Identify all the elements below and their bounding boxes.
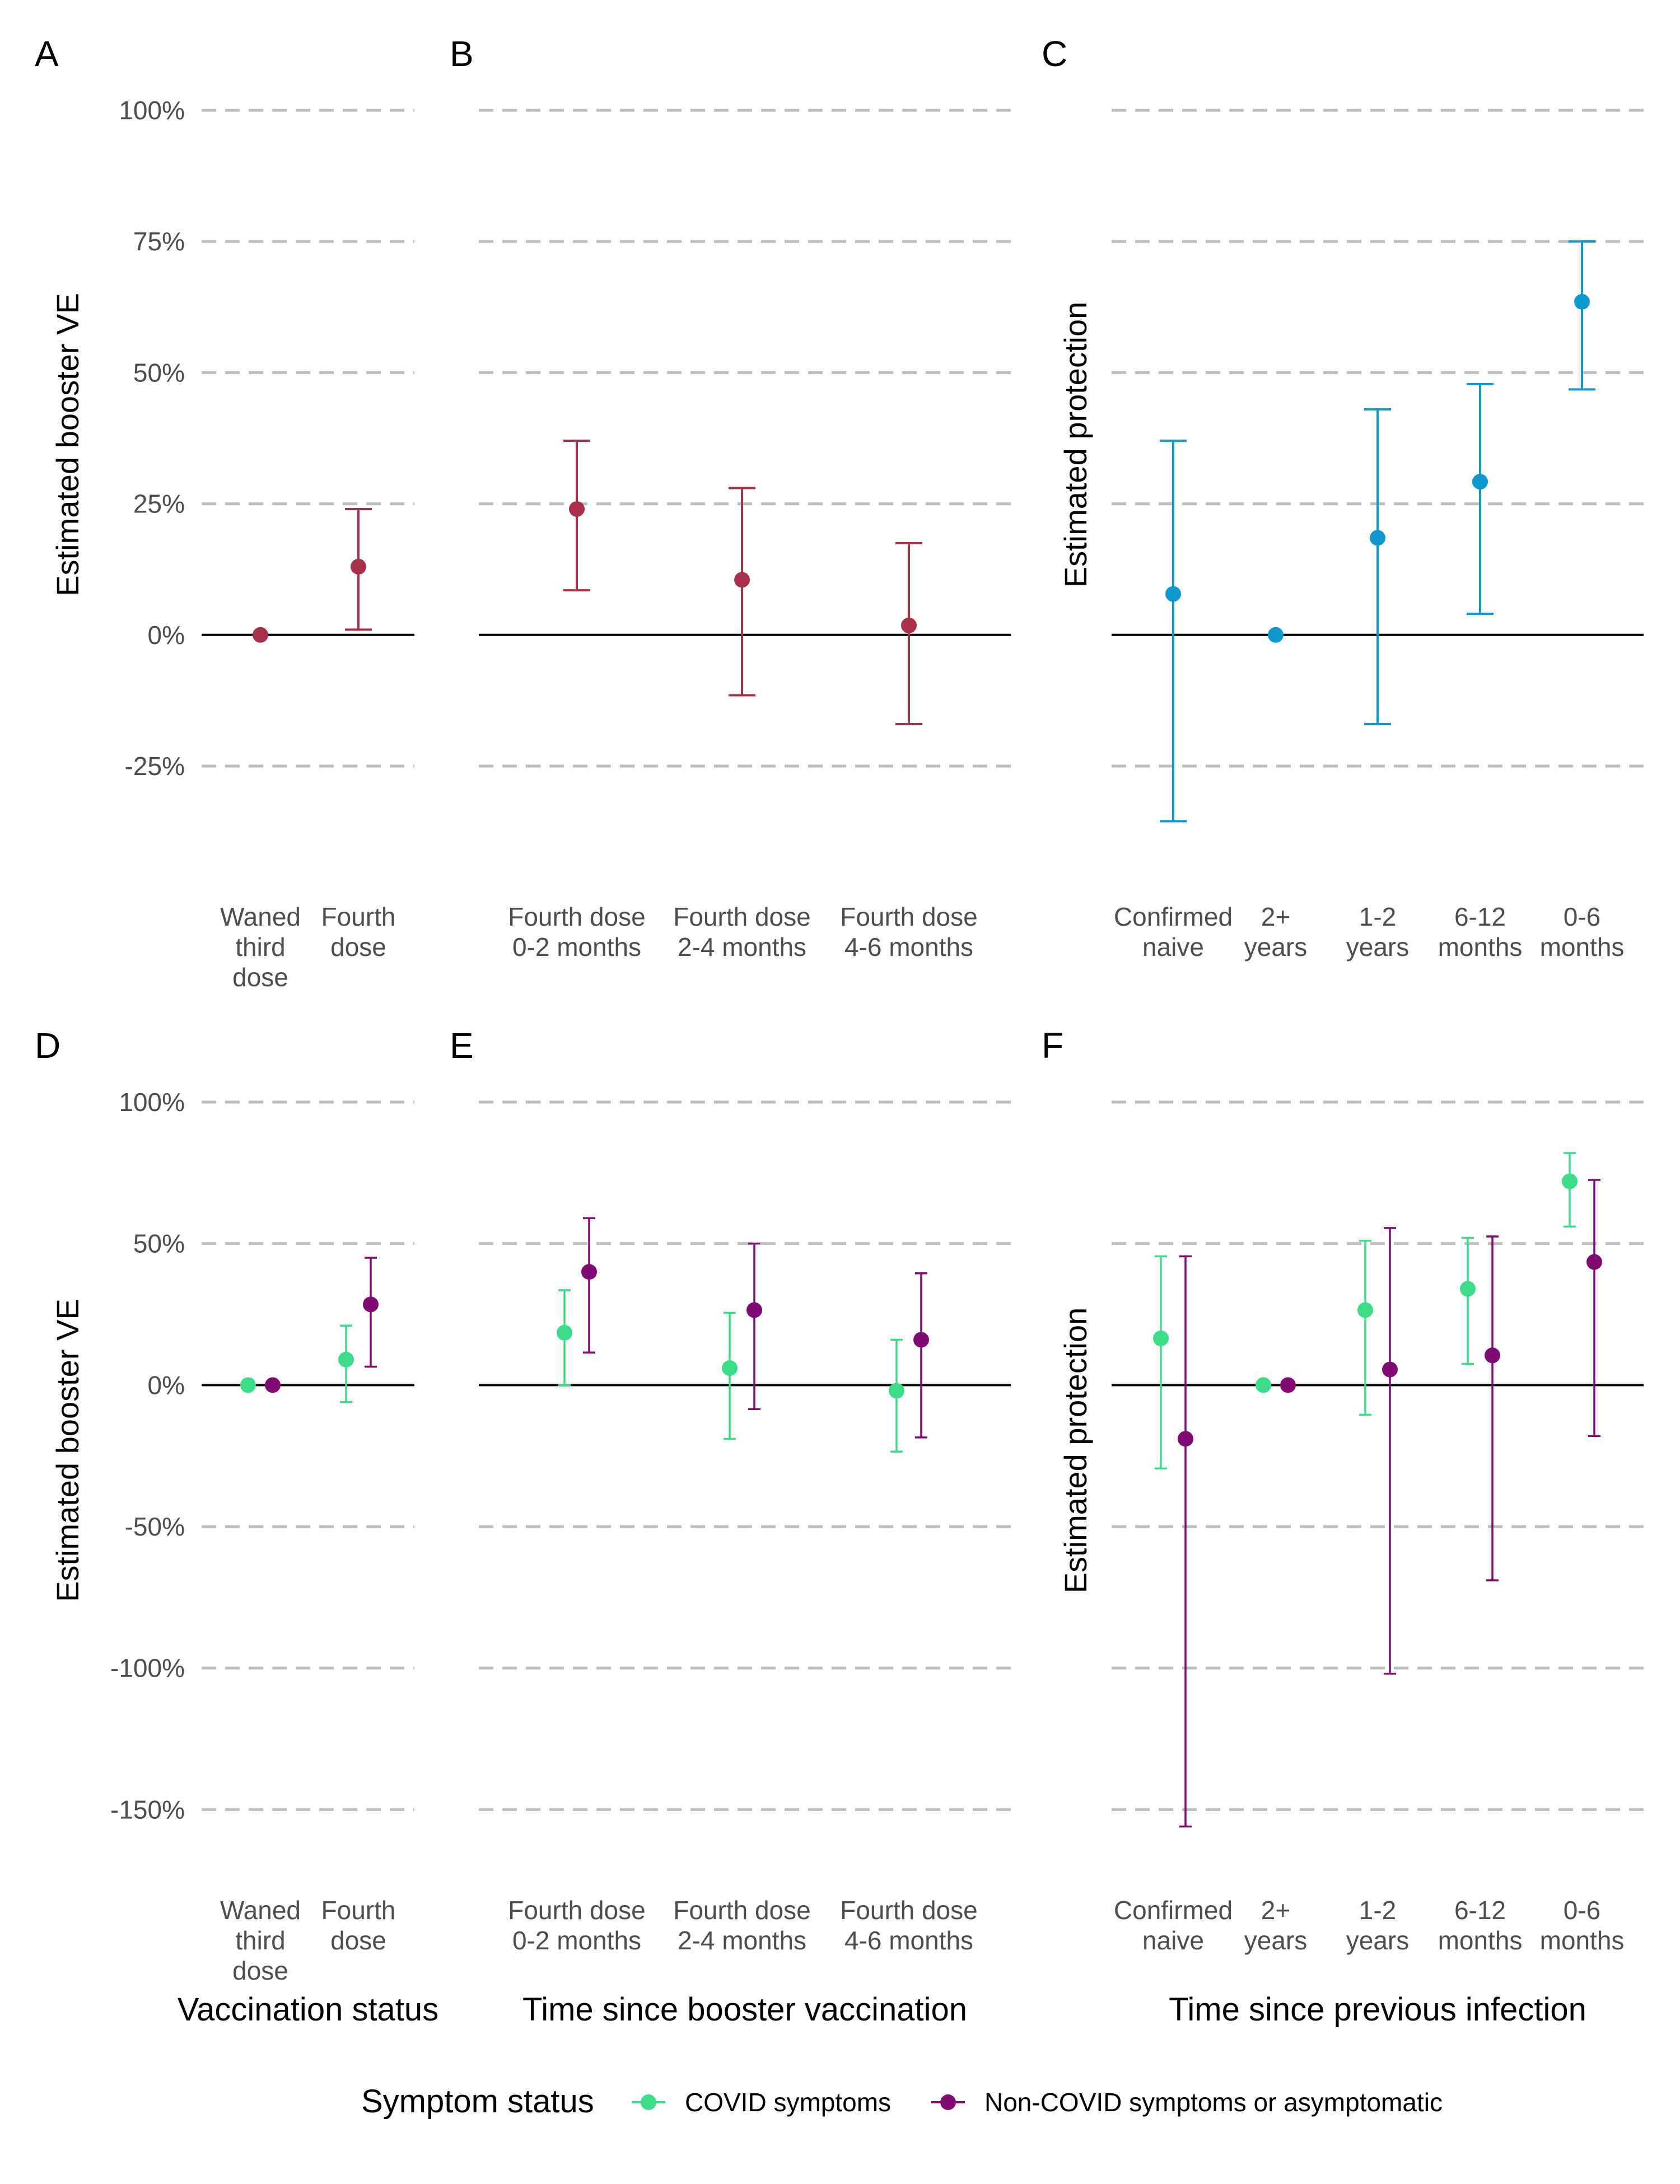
x-tick-label: Confirmed naive <box>1114 1896 1233 1955</box>
data-point <box>1382 1361 1398 1378</box>
x-tick-label: 0-6 months <box>1540 902 1625 962</box>
y-tick-label: -150% <box>110 1795 185 1824</box>
x-tick-label: Fourth dose <box>321 1896 396 1955</box>
x-tick-label: Fourth dose <box>321 902 396 962</box>
data-point <box>351 558 366 575</box>
data-point <box>722 1360 738 1376</box>
panel-letter: D <box>35 1025 60 1066</box>
data-point <box>363 1296 379 1313</box>
legend-key-dot <box>641 2094 656 2110</box>
panel-d: D -150% -100% -50% 0% 50% 100% Estimated booste… <box>35 1025 414 1985</box>
legend-title: Symptom status <box>361 2083 594 2120</box>
data-point <box>1256 1377 1271 1393</box>
y-tick-label: 100% <box>119 1088 185 1117</box>
x-tick-label: 1-2 years <box>1346 902 1409 962</box>
y-tick-label: 25% <box>133 489 185 519</box>
data-point <box>1268 627 1284 643</box>
x-tick-label: Fourth dose 0-2 months <box>508 1896 645 1955</box>
data-point <box>338 1351 354 1368</box>
y-tick-label: 50% <box>133 358 185 387</box>
y-tick-label: 50% <box>133 1229 185 1258</box>
y-tick-label: 0% <box>148 1370 185 1399</box>
data-point <box>1460 1281 1476 1297</box>
data-point <box>746 1302 762 1318</box>
data-point <box>1485 1347 1500 1364</box>
panel-b: B Fourth dose 0-2 months Fourth dose 2-4 mon… <box>450 34 1011 962</box>
x-tick-label: 0-6 months <box>1540 1896 1625 1955</box>
data-point <box>1357 1302 1373 1318</box>
x-axis-title-right: Time since previous infection <box>1169 1991 1586 2028</box>
legend-label: Non-COVID symptoms or asymptomatic <box>984 2088 1443 2117</box>
y-tick-label: 0% <box>148 620 185 650</box>
legend-label: COVID symptoms <box>685 2088 891 2117</box>
y-tick-label: 100% <box>119 96 185 125</box>
x-tick-label: 1-2 years <box>1346 1896 1409 1955</box>
y-axis-title: Estimated booster VE <box>50 293 85 596</box>
y-tick-label: -100% <box>110 1654 185 1683</box>
y-tick-label: 75% <box>133 227 185 256</box>
x-tick-label: Fourth dose 4-6 months <box>840 902 977 962</box>
x-tick-label: Fourth dose 0-2 months <box>508 902 645 962</box>
x-tick-label: Fourth dose 4-6 months <box>840 1896 977 1955</box>
x-tick-label: 6-12 months <box>1438 902 1523 962</box>
y-axis-title: Estimated protection <box>1058 1308 1093 1593</box>
data-point <box>1562 1173 1578 1189</box>
x-axis-title-left: Vaccination status <box>178 1991 438 2028</box>
panel-letter: B <box>450 34 474 74</box>
x-tick-label: 6-12 months <box>1438 1896 1523 1955</box>
data-point <box>1178 1431 1193 1447</box>
panel-letter: C <box>1042 34 1067 74</box>
data-point <box>1165 586 1181 602</box>
y-axis-title: Estimated booster VE <box>50 1299 85 1602</box>
y-axis-title: Estimated protection <box>1058 302 1093 587</box>
data-point <box>557 1324 572 1341</box>
y-tick-label: -25% <box>125 752 185 781</box>
legend: Symptom status COVID symptoms Non-COVID sy… <box>361 2083 1443 2120</box>
data-point <box>1574 293 1590 310</box>
x-axis-title-middle: Time since booster vaccination <box>522 1991 967 2028</box>
data-point <box>253 627 268 643</box>
data-point <box>581 1264 597 1280</box>
y-tick-label: -50% <box>125 1512 185 1541</box>
data-point <box>1153 1330 1169 1346</box>
data-point <box>889 1383 904 1399</box>
data-point <box>734 572 750 588</box>
data-point <box>1586 1254 1602 1270</box>
x-tick-label: 2+ years <box>1244 1896 1307 1955</box>
panel-e: E Fourth dose 0-2 months Fourth dose 2-4 mon… <box>450 1025 1011 1955</box>
x-tick-label: Fourth dose 2-4 months <box>673 1896 810 1955</box>
data-point <box>901 617 917 633</box>
data-point <box>913 1332 929 1348</box>
x-tick-label: 2+ years <box>1244 902 1307 962</box>
data-point <box>1472 474 1488 490</box>
legend-key-dot <box>940 2094 956 2110</box>
data-point <box>265 1377 281 1393</box>
data-point <box>1370 530 1385 546</box>
x-tick-label: Fourth dose 2-4 months <box>673 902 810 962</box>
x-tick-label: Waned third dose <box>220 902 301 992</box>
panel-letter: E <box>450 1025 474 1066</box>
panel-letter: A <box>35 34 59 74</box>
data-point <box>240 1377 256 1393</box>
x-tick-label: Waned third dose <box>220 1896 301 1985</box>
panel-letter: F <box>1042 1025 1063 1066</box>
x-tick-label: Confirmed naive <box>1114 902 1233 962</box>
data-point <box>569 501 585 517</box>
panel-a: A -25% 0% 25% 50% 75% 100% Estimated booster VE… <box>35 34 414 992</box>
data-point <box>1280 1377 1296 1393</box>
